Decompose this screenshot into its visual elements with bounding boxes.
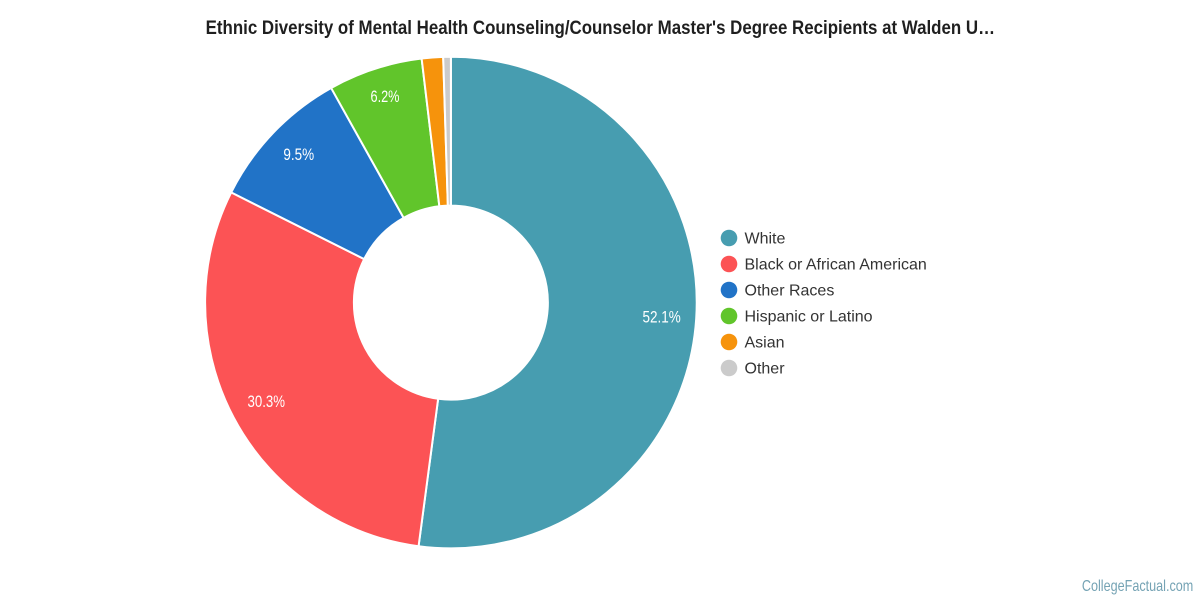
svg-text:Hispanic or Latino: Hispanic or Latino [745,309,873,326]
svg-text:Asian: Asian [745,335,785,352]
svg-text:52.1%: 52.1% [642,308,681,326]
svg-text:9.5%: 9.5% [283,146,314,164]
svg-text:Black or African American: Black or African American [745,257,927,274]
svg-text:6.2%: 6.2% [371,88,400,106]
svg-text:30.3%: 30.3% [248,393,286,411]
svg-text:Other Races: Other Races [745,283,835,300]
svg-text:Other: Other [745,361,786,378]
svg-text:CollegeFactual.com: CollegeFactual.com [1082,578,1193,595]
svg-text:White: White [745,231,786,248]
svg-text:Ethnic Diversity of Mental Hea: Ethnic Diversity of Mental Health Counse… [206,18,995,39]
